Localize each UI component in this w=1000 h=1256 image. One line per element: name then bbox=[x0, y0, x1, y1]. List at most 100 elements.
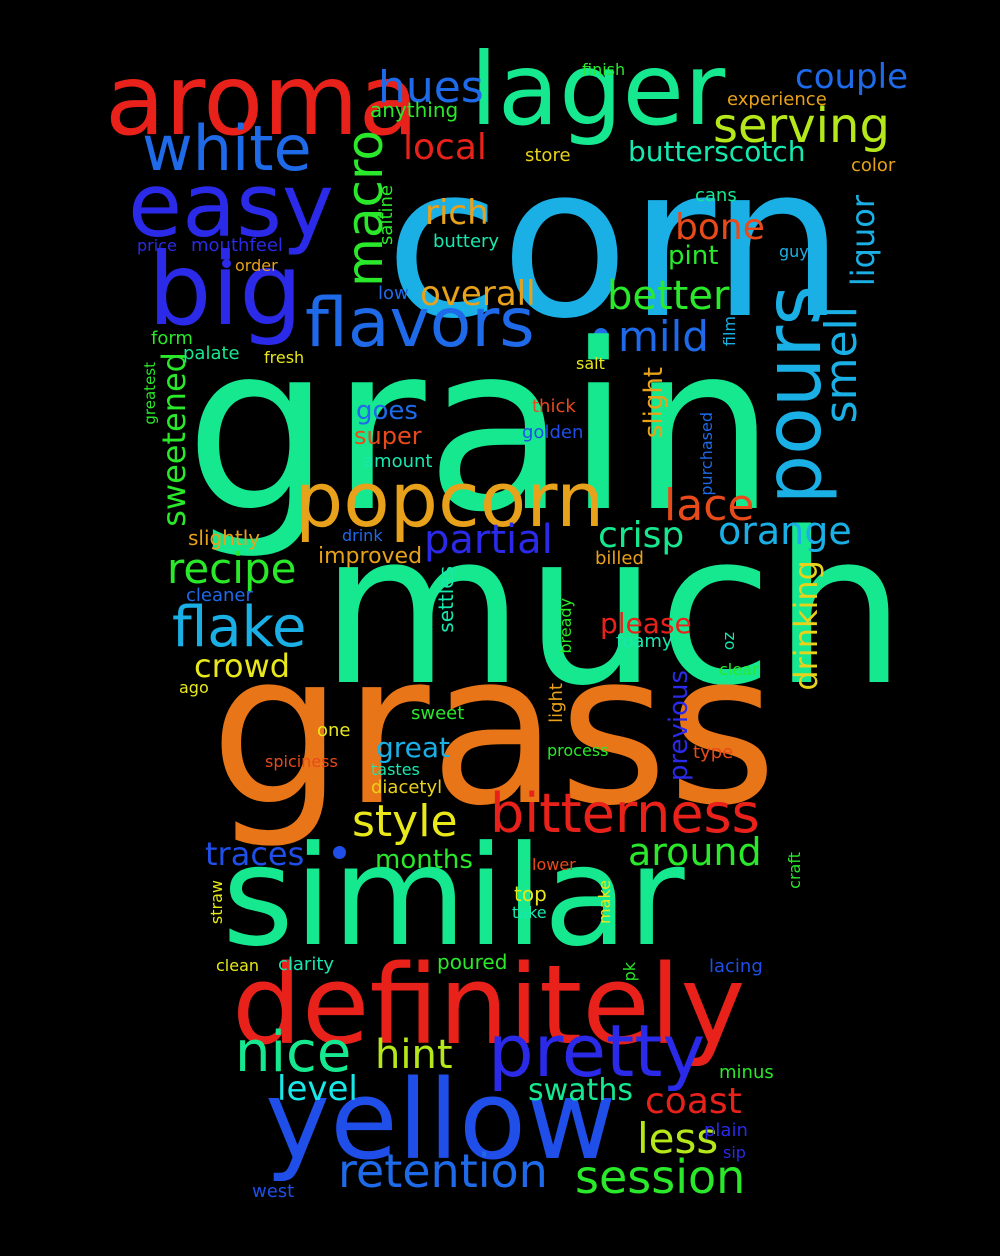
word-retention: retention bbox=[338, 1144, 548, 1198]
word-flavors: flavors bbox=[305, 284, 535, 363]
word-diacetyl: diacetyl bbox=[371, 777, 443, 798]
word-popcorn: popcorn bbox=[295, 455, 605, 544]
word-white: white bbox=[142, 112, 312, 185]
word-order: order bbox=[235, 256, 278, 275]
word-amount: amount bbox=[363, 451, 433, 472]
word-sip: sip bbox=[723, 1143, 746, 1162]
word-bone: bone bbox=[675, 207, 765, 248]
word-anything: anything bbox=[370, 98, 459, 122]
word-serving: serving bbox=[713, 98, 890, 154]
word-better: better bbox=[607, 273, 730, 319]
word-pint: pint bbox=[668, 241, 719, 271]
word-pretty: pretty bbox=[488, 1009, 706, 1093]
word-big: big bbox=[148, 231, 303, 348]
word-slight: slight bbox=[639, 367, 669, 439]
word-tastes: tastes bbox=[371, 760, 420, 779]
word-bready: bready bbox=[556, 598, 575, 654]
word-billed: billed bbox=[595, 548, 644, 569]
word-improved: improved bbox=[318, 544, 423, 569]
word-take: take bbox=[512, 903, 547, 922]
word-definitely: definitely bbox=[232, 941, 746, 1069]
word-coast: coast bbox=[645, 1081, 742, 1122]
word-low: low bbox=[378, 283, 409, 304]
word-similar: similar bbox=[222, 816, 685, 977]
word-super: super bbox=[354, 422, 422, 450]
word-level: level bbox=[277, 1069, 358, 1109]
word-bitterness: bitterness bbox=[490, 782, 760, 845]
word-foamy: foamy bbox=[616, 631, 673, 652]
word-clarity: clarity bbox=[278, 954, 335, 975]
word-traces: traces bbox=[205, 835, 305, 873]
word-grass: grass bbox=[210, 607, 778, 852]
word-spiciness: spiciness bbox=[265, 752, 338, 771]
word-swaths: swaths bbox=[528, 1073, 633, 1108]
word-light: light bbox=[546, 683, 567, 723]
word-minus: minus bbox=[719, 1062, 774, 1083]
word-crowd: crowd bbox=[194, 647, 291, 685]
word-greatest: greatest bbox=[141, 362, 159, 425]
word-straw: straw bbox=[207, 880, 226, 925]
word-cleaner: cleaner bbox=[186, 585, 253, 606]
word-top: top bbox=[514, 882, 547, 906]
word-clean: clean bbox=[216, 956, 260, 975]
word-grain: grain bbox=[185, 296, 777, 563]
word-settles: settles bbox=[434, 566, 458, 633]
word-aroma: aroma bbox=[105, 44, 419, 158]
word-store: store bbox=[525, 145, 571, 166]
word-flake: flake bbox=[172, 595, 307, 660]
word-fresh: fresh bbox=[264, 348, 305, 367]
word-rich: rich bbox=[425, 193, 489, 233]
word-lacing: lacing bbox=[709, 956, 763, 977]
word-film: film bbox=[720, 316, 739, 347]
word-couple: couple bbox=[795, 57, 908, 97]
word-process: process bbox=[547, 741, 609, 760]
word-hues: hues bbox=[378, 62, 484, 113]
word-previous: previous bbox=[664, 670, 694, 782]
word-color: color bbox=[851, 155, 896, 176]
word-orange: orange bbox=[718, 509, 852, 553]
word-drink: drink bbox=[342, 526, 383, 545]
word-hint: hint bbox=[375, 1032, 453, 1078]
word-make: make bbox=[595, 880, 614, 924]
word-palate: palate bbox=[183, 343, 240, 364]
word-much: much bbox=[320, 487, 907, 732]
word-golden: golden bbox=[522, 422, 584, 443]
word-oz: oz bbox=[719, 632, 738, 651]
word-guys: guys bbox=[779, 242, 818, 261]
word-lager: lager bbox=[470, 31, 726, 148]
word-drinking: drinking bbox=[787, 560, 825, 691]
dot-mark bbox=[333, 846, 346, 859]
word-local: local bbox=[403, 127, 487, 168]
word-form: form bbox=[151, 328, 193, 349]
word-style: style bbox=[352, 796, 458, 847]
word-butterscotch: butterscotch bbox=[628, 135, 806, 168]
word-partial: partial bbox=[424, 517, 553, 563]
word-price: price bbox=[137, 236, 177, 255]
word-corn: corn bbox=[385, 120, 845, 365]
word-lower: lower bbox=[532, 855, 576, 874]
word-saltine: saltine bbox=[376, 185, 397, 245]
word-mouthfeel: mouthfeel bbox=[191, 235, 283, 256]
word-overall: overall bbox=[420, 274, 536, 314]
word-mild: mild bbox=[618, 312, 709, 361]
word-craft: craft bbox=[785, 852, 804, 889]
word-plain: plain bbox=[704, 1120, 748, 1141]
word-cans: cans bbox=[695, 185, 737, 206]
word-one: one bbox=[317, 720, 351, 741]
word-buttery: buttery bbox=[433, 231, 500, 252]
word-months: months bbox=[375, 845, 473, 875]
word-salt: salt bbox=[576, 354, 605, 373]
dot-mark bbox=[594, 328, 608, 342]
word-great: great bbox=[376, 731, 451, 764]
word-around: around bbox=[628, 830, 762, 874]
word-purchased: purchased bbox=[697, 412, 716, 496]
word-west: west bbox=[252, 1181, 295, 1202]
word-type: type bbox=[693, 742, 734, 763]
word-experience: experience bbox=[727, 89, 827, 110]
word-smell: smell bbox=[816, 306, 867, 424]
word-finish: finish bbox=[582, 60, 626, 79]
word-thick: thick bbox=[532, 396, 576, 417]
word-easy: easy bbox=[128, 154, 334, 257]
word-pk: pk bbox=[620, 962, 639, 982]
word-less: less bbox=[637, 1114, 719, 1163]
